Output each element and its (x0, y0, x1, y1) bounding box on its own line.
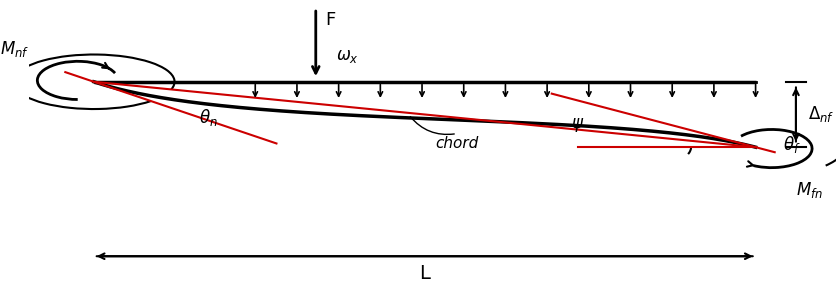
Text: $M_{nf}$: $M_{nf}$ (0, 39, 29, 59)
Text: $\theta_n$: $\theta_n$ (199, 107, 218, 128)
Text: $\psi$: $\psi$ (571, 115, 585, 134)
Text: $M_{fn}$: $M_{fn}$ (796, 180, 823, 200)
Text: $\theta_f$: $\theta_f$ (783, 134, 801, 155)
Text: chord: chord (435, 136, 479, 151)
Text: L: L (419, 264, 430, 283)
Text: F: F (325, 11, 336, 29)
Text: $\Delta_{nf}$: $\Delta_{nf}$ (808, 105, 834, 125)
Text: $\omega_x$: $\omega_x$ (336, 47, 359, 66)
